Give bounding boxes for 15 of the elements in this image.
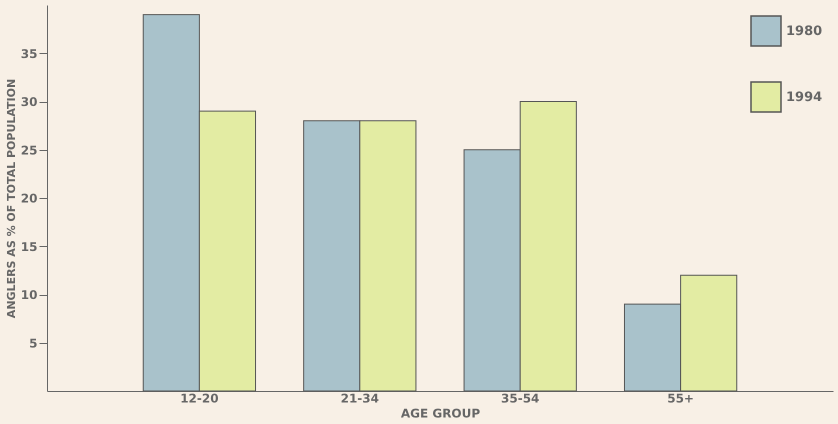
y-tick-label: 20 [20, 192, 38, 206]
y-tick-label: 5 [29, 336, 38, 350]
x-tick-label: 12-20 [180, 392, 219, 406]
y-tick-label: 30 [20, 95, 38, 109]
y-tick-label: 15 [20, 240, 38, 254]
y-axis-title: ANGLERS AS % OF TOTAL POPULATION [4, 78, 18, 318]
x-axis-title: AGE GROUP [400, 406, 480, 420]
y-tick-label: 25 [20, 143, 38, 158]
x-tick-label: 35-54 [501, 392, 540, 406]
legend-label: 1994 [786, 90, 822, 105]
x-tick-label: 21-34 [340, 392, 379, 406]
y-tick-label: 35 [20, 46, 38, 61]
y-tick-label: 10 [20, 288, 38, 302]
legend-label: 1980 [786, 24, 822, 39]
x-tick-label: 55+ [667, 392, 694, 406]
